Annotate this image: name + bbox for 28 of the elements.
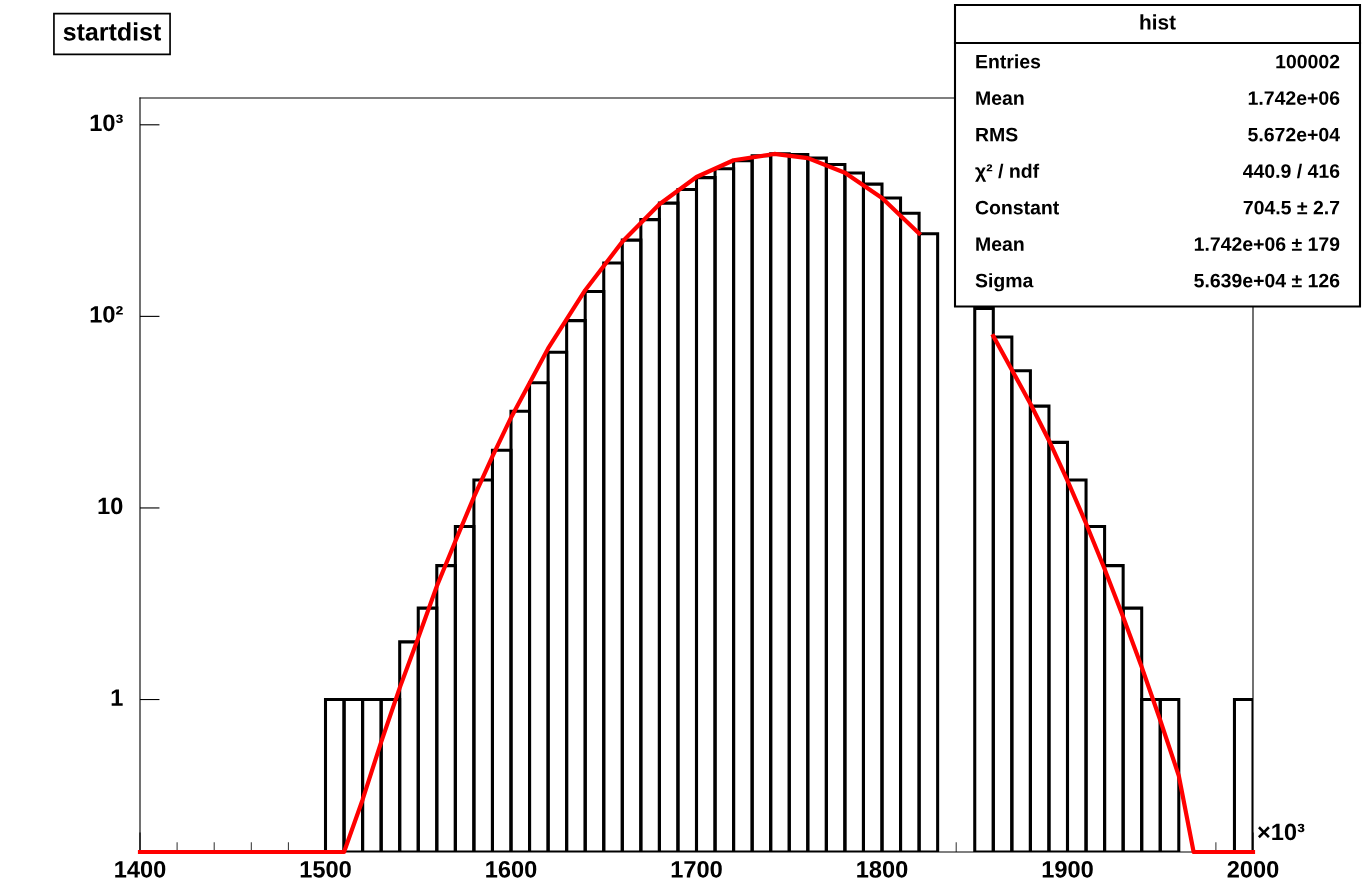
text: hist (1140, 14, 1176, 30)
x-tick-label: 1900 (1042, 860, 1093, 878)
text: ×10³ (1257, 823, 1305, 841)
annotation: 1.742e+06 (1248, 91, 1340, 105)
annotation: Mean (976, 91, 1024, 105)
annotation: 704.5 ± 2.7 (1243, 200, 1340, 215)
y-tick-label: 10² (90, 305, 123, 323)
x-tick-label: 1500 (300, 860, 351, 878)
y-tick-label: 10³ (90, 114, 123, 132)
annotation: 1.742e+06 ± 179 (1194, 237, 1340, 251)
annotation: 5.672e+04 (1248, 127, 1340, 142)
text: 100002 (1276, 54, 1340, 69)
x-tick-label: 1400 (115, 860, 166, 878)
x-tick-label: 1800 (857, 860, 908, 878)
annotation: Sigma (975, 273, 1034, 292)
x-tick-label: 1600 (486, 860, 537, 878)
chart-title: startdist (63, 22, 162, 41)
annotation: Constant (975, 200, 1060, 215)
x-tick-label: 1700 (671, 860, 722, 878)
text: Entries (976, 54, 1041, 69)
y-tick-label: 1 (111, 689, 123, 706)
annotation: 5.639e+04 ± 126 (1194, 273, 1340, 288)
annotation: 440.9 / 416 (1243, 163, 1340, 179)
annotation: χ² / ndf (975, 163, 1040, 182)
y-tick-label: 10 (98, 497, 123, 515)
annotation: Mean (976, 237, 1024, 251)
x-tick-label: 2000 (1227, 860, 1279, 878)
annotation: RMS (976, 127, 1018, 142)
